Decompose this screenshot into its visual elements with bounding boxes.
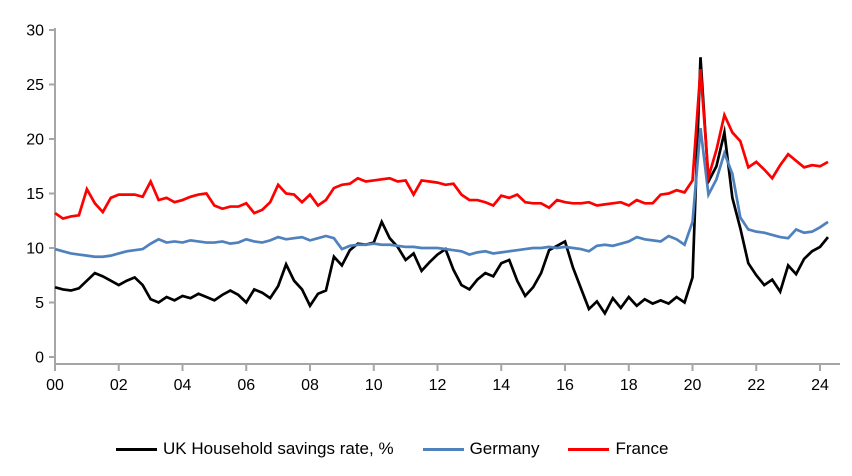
legend-label-france: France: [615, 439, 669, 458]
x-axis-tick-label: 04: [174, 377, 192, 394]
x-axis-tick-label: 20: [684, 377, 702, 394]
series-line-france: [54, 69, 829, 221]
chart-legend: UK Household savings rate, % Germany Fra…: [0, 433, 852, 465]
y-axis-tick-label: 30: [26, 23, 44, 40]
x-axis-tick-label: 22: [747, 377, 765, 394]
x-axis-tick-label: 08: [301, 377, 319, 394]
legend-line-germany-swatch: [422, 447, 464, 451]
x-axis-tick-label: 16: [556, 377, 574, 394]
y-axis-tick-label: 25: [26, 77, 44, 94]
legend-label-germany: Germany: [469, 439, 540, 458]
x-axis-tick-label: 02: [110, 377, 128, 394]
x-axis-tick-label: 24: [811, 377, 829, 394]
legend-item-germany: Germany: [422, 439, 540, 459]
x-axis-tick-label: 06: [237, 377, 255, 394]
x-axis-tick-label: 10: [365, 377, 383, 394]
savings-rate-line-chart: 0 5 10 15 20 25 30 00 02 04 06 08 10 12 14 16 18 20 22 24: [26, 23, 840, 394]
y-axis-tick-label: 20: [26, 132, 44, 149]
legend-item-uk: UK Household savings rate, %: [116, 439, 394, 459]
legend-line-uk-swatch: [116, 447, 157, 451]
legend-label-uk: UK Household savings rate, %: [163, 439, 394, 458]
y-axis-tick-label: 10: [26, 241, 44, 258]
x-axis-tick-label: 14: [492, 377, 510, 394]
x-axis-tick-label: 18: [620, 377, 638, 394]
y-axis-tick-label: 5: [35, 295, 44, 312]
y-axis-tick-label: 15: [26, 186, 44, 203]
series-line-germany: [54, 127, 829, 259]
y-axis-tick-label: 0: [35, 350, 44, 367]
x-axis-tick-label: 00: [46, 377, 64, 394]
legend-item-france: France: [568, 439, 668, 459]
legend-line-france-swatch: [568, 447, 610, 451]
x-axis-tick-label: 12: [429, 377, 447, 394]
